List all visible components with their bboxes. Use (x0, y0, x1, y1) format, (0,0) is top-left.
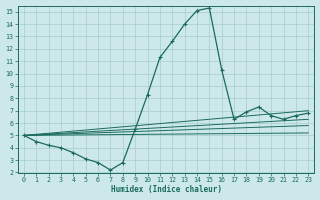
X-axis label: Humidex (Indice chaleur): Humidex (Indice chaleur) (111, 185, 221, 194)
